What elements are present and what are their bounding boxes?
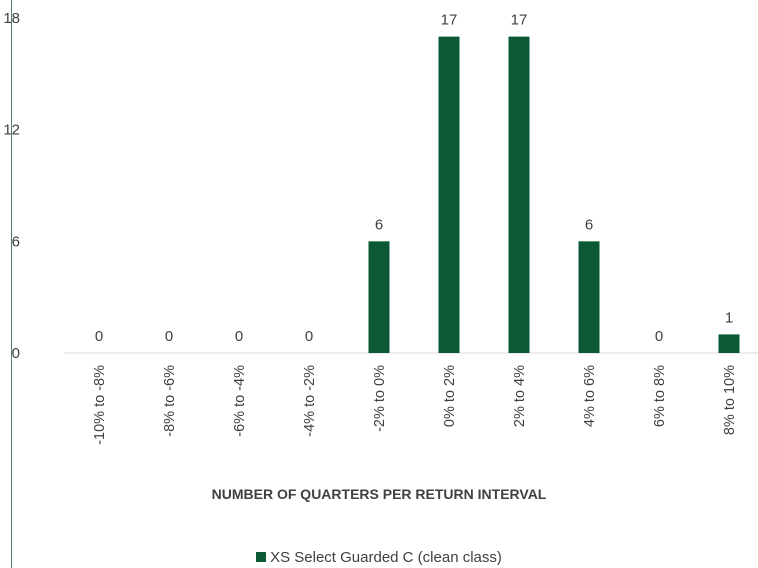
x-tick-label: 0% to 2% bbox=[442, 365, 458, 427]
data-label: 0 bbox=[235, 328, 243, 345]
legend-swatch bbox=[256, 552, 267, 562]
bar bbox=[368, 241, 390, 353]
bar bbox=[508, 36, 530, 353]
y-tick-label: 12 bbox=[3, 122, 20, 139]
data-label: 1 bbox=[725, 309, 733, 326]
data-label: 0 bbox=[655, 328, 663, 345]
data-label: 0 bbox=[165, 328, 173, 345]
chart-frame-border bbox=[11, 0, 12, 568]
x-tick-label: 8% to 10% bbox=[722, 365, 738, 435]
x-tick-label: 4% to 6% bbox=[582, 365, 598, 427]
bar bbox=[578, 241, 600, 353]
data-label: 6 bbox=[585, 216, 593, 233]
data-label: 6 bbox=[375, 216, 383, 233]
data-label: 17 bbox=[511, 12, 528, 29]
legend: XS Select Guarded C (clean class) bbox=[0, 549, 758, 566]
data-label: 0 bbox=[305, 328, 313, 345]
x-tick-label: -10% to -8% bbox=[92, 365, 108, 445]
data-label: 17 bbox=[441, 12, 458, 29]
legend-label: XS Select Guarded C (clean class) bbox=[270, 549, 502, 566]
x-tick-label: 6% to 8% bbox=[652, 365, 668, 427]
y-tick-label: 18 bbox=[3, 10, 20, 27]
bar bbox=[438, 36, 460, 353]
x-tick-label: 2% to 4% bbox=[512, 365, 528, 427]
x-tick-label: -8% to -6% bbox=[162, 365, 178, 437]
y-tick-label: 6 bbox=[12, 233, 20, 250]
y-tick-label: 0 bbox=[12, 345, 20, 362]
data-label: 0 bbox=[95, 328, 103, 345]
x-tick-label: -4% to -2% bbox=[302, 365, 318, 437]
x-tick-label: -6% to -4% bbox=[232, 365, 248, 437]
x-axis-title: NUMBER OF QUARTERS PER RETURN INTERVAL bbox=[211, 486, 547, 502]
bar bbox=[718, 334, 740, 353]
x-tick-label: -2% to 0% bbox=[372, 365, 388, 432]
